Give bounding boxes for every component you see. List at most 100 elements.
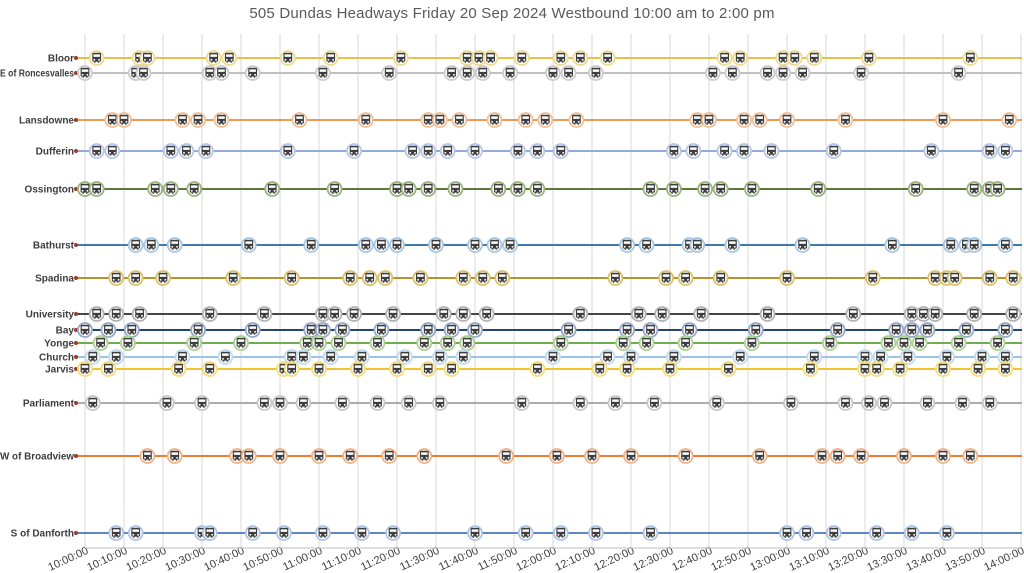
streetcar-icon: [798, 67, 807, 78]
vehicle-marker: [744, 335, 760, 351]
streetcar-icon: [392, 239, 402, 250]
vehicle-marker: [420, 361, 437, 377]
streetcar-icon: [275, 450, 285, 461]
vehicle-marker: [127, 270, 144, 286]
vehicle-marker: [623, 448, 639, 464]
streetcar-icon: [603, 52, 612, 63]
vehicle-marker: [966, 237, 983, 253]
vehicle-marker: [962, 448, 979, 464]
series-start-dot: [74, 149, 78, 153]
vehicle-marker: [545, 349, 561, 365]
streetcar-icon: [462, 52, 472, 63]
streetcar-icon: [813, 183, 823, 194]
vehicle-marker: [502, 237, 519, 253]
vehicle-marker: [517, 112, 534, 128]
streetcar-icon: [1008, 308, 1018, 319]
vehicle-marker: [322, 50, 339, 66]
streetcar-icon: [435, 114, 445, 125]
vehicle-marker: [190, 112, 207, 128]
streetcar-icon: [330, 183, 339, 194]
vehicle-marker: [498, 448, 515, 464]
streetcar-icon: [131, 527, 141, 538]
series-start-dot: [74, 56, 78, 60]
streetcar-icon: [626, 351, 636, 362]
streetcar-icon: [887, 239, 897, 250]
series-start-dot: [74, 312, 78, 316]
streetcar-icon: [447, 324, 456, 335]
streetcar-icon: [965, 52, 975, 63]
streetcar-icon: [338, 397, 347, 408]
streetcar-icon: [985, 397, 995, 408]
vehicle-marker: [552, 335, 569, 351]
chart-title: 505 Dundas Headways Friday 20 Sep 2024 W…: [249, 5, 775, 22]
vehicle-marker: [389, 361, 405, 377]
streetcar-icon: [470, 239, 480, 250]
streetcar-icon: [299, 397, 308, 408]
streetcar-icon: [1001, 324, 1010, 335]
streetcar-icon: [462, 337, 472, 348]
streetcar-icon: [817, 450, 827, 461]
streetcar-icon: [146, 239, 156, 250]
vehicle-marker: [311, 361, 327, 377]
vehicle-marker: [314, 322, 331, 338]
streetcar-icon: [556, 337, 566, 348]
vehicle-marker: [357, 112, 374, 128]
vehicle-marker: [357, 237, 374, 253]
x-tick-label: 11:40:00: [437, 545, 480, 573]
vehicle-marker: [147, 181, 164, 197]
stop-label: Jarvis: [45, 365, 74, 376]
streetcar-icon: [287, 363, 297, 374]
vehicle-marker: [825, 143, 842, 159]
vehicle-marker: [486, 112, 503, 128]
vehicle-marker: [751, 448, 768, 464]
streetcar-icon: [833, 324, 843, 335]
vehicle-marker: [716, 143, 733, 159]
vehicle-marker: [825, 525, 842, 541]
streetcar-icon: [665, 363, 675, 374]
streetcar-icon: [345, 450, 355, 461]
streetcar-icon: [143, 450, 152, 461]
streetcar-icon: [248, 527, 258, 538]
streetcar-icon: [80, 363, 90, 374]
streetcar-icon: [318, 324, 328, 335]
streetcar-icon: [306, 239, 316, 250]
vehicle-marker: [244, 525, 261, 541]
vehicle-marker: [868, 525, 885, 541]
vehicle-marker: [939, 525, 955, 541]
x-tick-label: 12:00:00: [514, 545, 558, 573]
vehicle-marker: [510, 181, 526, 197]
streetcar-icon: [205, 67, 215, 78]
vehicle-marker: [201, 525, 218, 541]
vehicle-marker: [666, 181, 682, 197]
streetcar-icon: [833, 450, 843, 461]
streetcar-icon: [178, 114, 187, 125]
vehicle-marker: [443, 361, 460, 377]
vehicle-marker: [861, 395, 877, 411]
vehicle-marker: [197, 143, 214, 159]
vehicle-marker: [108, 306, 125, 322]
vehicle-marker: [615, 335, 632, 351]
stop-label: Bloor: [48, 54, 74, 65]
vehicle-marker: [326, 306, 343, 322]
vehicle-marker: [174, 112, 191, 128]
vehicle-marker: [84, 395, 101, 411]
streetcar-icon: [384, 67, 394, 78]
vehicle-marker: [599, 50, 616, 66]
streetcar-icon: [451, 183, 460, 194]
streetcar-icon: [357, 527, 367, 538]
vehicle-marker: [701, 112, 717, 128]
streetcar-icon: [314, 363, 324, 374]
streetcar-icon: [907, 324, 917, 335]
streetcar-icon: [611, 272, 620, 283]
x-tick-label: 11:20:00: [359, 545, 402, 573]
streetcar-icon: [92, 145, 102, 156]
streetcar-icon: [540, 114, 550, 125]
vehicle-marker: [911, 335, 928, 351]
vehicle-marker: [240, 448, 257, 464]
streetcar-icon: [876, 351, 885, 362]
vehicle-marker: [853, 448, 869, 464]
streetcar-icon: [809, 351, 819, 362]
streetcar-icon: [497, 272, 507, 283]
vehicle-marker: [708, 395, 725, 411]
x-tick-label: 12:20:00: [592, 545, 636, 573]
